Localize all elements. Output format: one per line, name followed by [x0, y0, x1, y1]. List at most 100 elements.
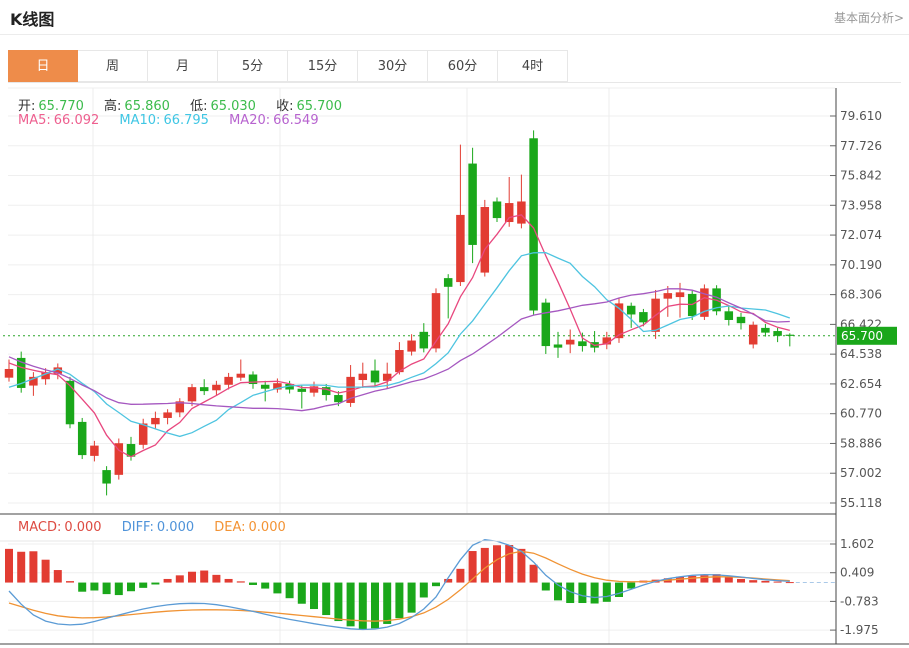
low-label: 低:: [190, 99, 208, 114]
macd-bar: [749, 580, 758, 583]
macd-bar: [444, 578, 453, 583]
macd-bar: [322, 582, 331, 616]
macd-bar: [175, 575, 184, 583]
macd-bar: [407, 582, 416, 613]
price-label: 77.726: [840, 139, 882, 153]
macd-bar: [127, 582, 135, 592]
low-value: 65.030: [210, 99, 256, 114]
macd-bar: [395, 582, 404, 619]
ma20-label: MA20:: [229, 113, 271, 128]
candle-body: [602, 337, 612, 345]
macd-bar: [139, 582, 148, 588]
diff-value: 0.000: [156, 520, 195, 535]
candle-body: [114, 443, 124, 475]
header-divider: [0, 34, 909, 35]
current-price-tag-value: 65.700: [841, 329, 883, 343]
macd-bar: [590, 582, 599, 604]
ma-legend: MA5: 66.092 MA10: 66.795 MA20: 66.549: [18, 113, 335, 128]
price-label: 58.886: [840, 436, 882, 450]
candle-body: [614, 303, 624, 339]
candle-body: [199, 387, 209, 392]
high-value: 65.860: [124, 99, 170, 114]
macd-bar: [724, 577, 733, 583]
candle-body: [626, 305, 636, 315]
candle-body: [358, 373, 368, 381]
macd-bar: [41, 559, 50, 583]
fundamental-analysis-link[interactable]: 基本面分析>: [833, 11, 904, 25]
macd-bar: [200, 570, 209, 583]
candle-body: [773, 331, 782, 336]
diff-line: [8, 539, 790, 631]
open-value: 65.770: [38, 99, 84, 114]
macd-bar: [273, 582, 282, 594]
candle-body: [163, 412, 172, 418]
macd-bar: [53, 570, 62, 583]
candle-body: [443, 278, 453, 287]
candle-body: [407, 340, 416, 352]
macd-bar: [480, 547, 489, 583]
candle-body: [553, 344, 563, 348]
candle-body: [4, 368, 14, 378]
open-label: 开:: [18, 99, 36, 114]
macd-bar: [578, 582, 587, 604]
candle-body: [382, 373, 392, 381]
candle-body: [395, 350, 404, 373]
tab-interval-6[interactable]: 60分: [428, 50, 498, 82]
tab-interval-4[interactable]: 15分: [288, 50, 358, 82]
current-price-tag: [837, 326, 897, 345]
page-title: K线图: [10, 10, 55, 29]
macd-bar: [358, 582, 367, 630]
interval-tabbar: 日周月 5分 15分 30分 60分 4时: [8, 50, 901, 83]
macd-bar: [615, 582, 623, 598]
macd-bar: [688, 575, 697, 583]
macd-bar: [102, 582, 111, 595]
price-label: 68.306: [840, 288, 882, 302]
candle-body: [370, 370, 380, 383]
candle-body: [175, 401, 185, 413]
macd-bar: [114, 582, 123, 596]
close-value: 65.700: [296, 99, 342, 114]
ma20-line: [8, 288, 790, 412]
macd-bar: [5, 548, 13, 583]
tab-interval-5[interactable]: 30分: [358, 50, 428, 82]
tab-interval-1[interactable]: 周: [78, 50, 148, 82]
macd-label: 1.602: [840, 537, 874, 551]
candle-body: [565, 339, 575, 345]
candle-body: [102, 470, 111, 484]
tab-interval-3[interactable]: 5分: [218, 50, 288, 82]
candle-body: [419, 331, 429, 349]
macd-value: 0.000: [64, 520, 102, 535]
candle-body: [529, 138, 538, 311]
macd-label: 0.409: [840, 566, 874, 580]
candle-body: [309, 386, 319, 393]
macd-label: -1.975: [840, 623, 879, 637]
tab-interval-2[interactable]: 月: [148, 50, 218, 82]
macd-bar: [419, 582, 428, 598]
macd-bar: [212, 574, 221, 583]
ohlc-legend: 开: 65.770 高: 65.860 低: 65.030 收: 65.700: [18, 95, 358, 114]
price-label: 70.190: [840, 258, 882, 272]
candle-body: [297, 388, 307, 392]
price-label: 73.958: [840, 198, 882, 212]
candle-body: [456, 214, 465, 283]
macd-bar: [17, 551, 26, 583]
tab-interval-0[interactable]: 日: [8, 50, 78, 82]
macd-bar: [456, 568, 465, 583]
macd-bar: [627, 582, 636, 589]
candle-body: [334, 395, 343, 403]
candle-body: [468, 163, 477, 245]
price-label: 57.002: [840, 466, 882, 480]
candle-body: [321, 387, 331, 396]
macd-bar: [371, 582, 379, 629]
macd-bar: [602, 582, 611, 602]
macd-bar: [468, 551, 477, 583]
candle-body: [53, 367, 63, 374]
macd-bar: [761, 580, 770, 583]
candle-body: [151, 417, 160, 425]
high-label: 高:: [104, 99, 122, 114]
macd-bar: [529, 564, 538, 583]
candle-body: [273, 383, 282, 390]
candle-body: [480, 207, 490, 273]
tab-interval-7[interactable]: 4时: [498, 50, 568, 82]
